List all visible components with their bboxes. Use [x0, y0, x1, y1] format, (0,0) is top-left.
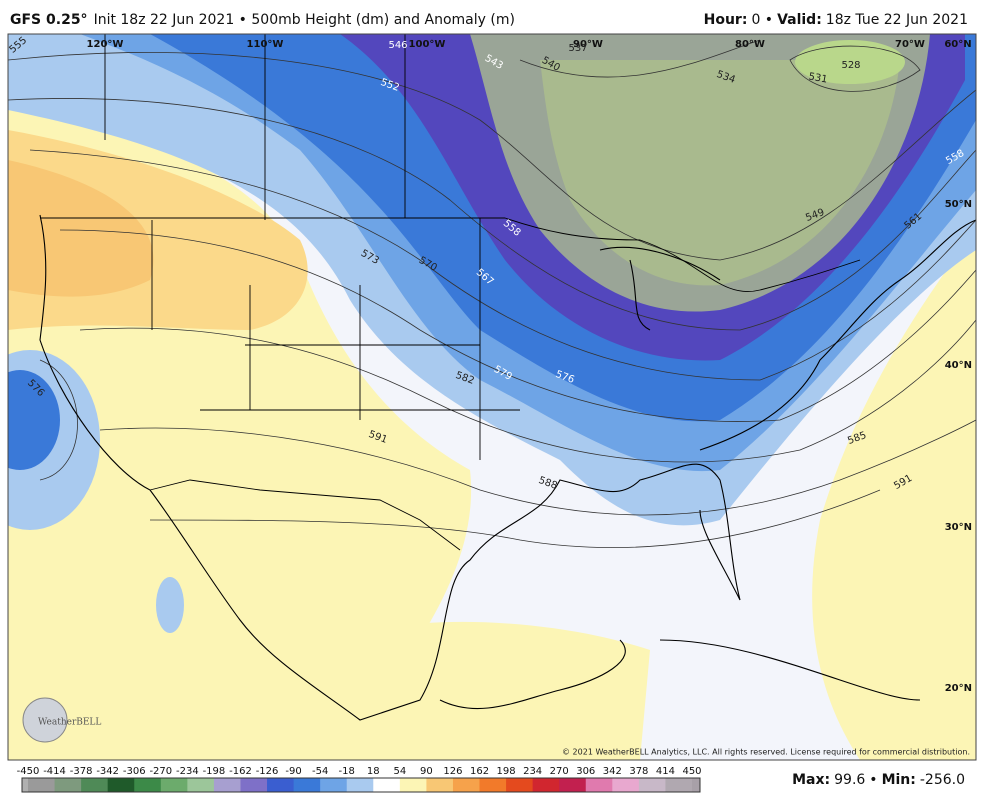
- valid-label: Valid:: [777, 12, 822, 28]
- colorbar-cell: [346, 778, 374, 792]
- colorbar-end: [22, 778, 28, 792]
- coastlines: [39, 214, 976, 721]
- colorbar-tick: -450: [17, 766, 40, 777]
- contour-label: 528: [841, 60, 860, 71]
- colorbar-tick: 306: [576, 766, 595, 777]
- colorbar-cell: [585, 778, 613, 792]
- longitude-label: 60°N: [944, 39, 971, 50]
- colorbar-tick: -234: [176, 766, 199, 777]
- hour: 0 •: [751, 12, 773, 28]
- valid: 18z Tue 22 Jun 2021: [826, 12, 968, 28]
- colorbar-cell: [665, 778, 693, 792]
- colorbar-cell: [240, 778, 268, 792]
- colorbar-tick: 414: [656, 766, 675, 777]
- colorbar-tick: 450: [682, 766, 701, 777]
- contour-label: 531: [808, 71, 829, 85]
- colorbar-tick: -378: [70, 766, 93, 777]
- colorbar-cell: [532, 778, 560, 792]
- colorbar-cell: [267, 778, 295, 792]
- stats: Max: 99.6 • Min: -256.0: [792, 772, 965, 788]
- colorbar-tick: -54: [312, 766, 328, 777]
- colorbar-tick: -198: [203, 766, 226, 777]
- hour-label: Hour:: [704, 12, 748, 28]
- longitude-label: 70°W: [895, 39, 925, 50]
- colorbar-cell: [187, 778, 215, 792]
- colorbar-tick: 198: [497, 766, 516, 777]
- colorbar-cell: [638, 778, 666, 792]
- colorbar-tick: 162: [470, 766, 489, 777]
- map-field: [8, 34, 976, 760]
- colorbar-cell: [426, 778, 454, 792]
- colorbar-cell: [54, 778, 82, 792]
- colorbar-cell: [479, 778, 507, 792]
- longitude-label: 120°W: [87, 39, 124, 50]
- colorbar-tick: 90: [420, 766, 433, 777]
- logo-mark: [22, 697, 68, 743]
- colorbar-tick: 54: [393, 766, 406, 777]
- model: GFS 0.25°: [10, 12, 88, 28]
- colorbar-cell: [452, 778, 481, 792]
- longitude-label: 110°W: [247, 39, 284, 50]
- colorbar-tick: -126: [256, 766, 279, 777]
- max-label: Max:: [792, 772, 830, 788]
- max: 99.6: [834, 772, 865, 788]
- longitude-label: 100°W: [409, 39, 446, 50]
- colorbar-tick: -18: [339, 766, 355, 777]
- header-title: GFS 0.25° Init 18z 22 Jun 2021 • 500mb He…: [10, 12, 515, 28]
- copyright: © 2021 WeatherBELL Analytics, LLC. All r…: [562, 748, 970, 757]
- contour-label: 546: [388, 40, 407, 51]
- longitude-label: 90°W: [573, 39, 603, 50]
- colorbar-frame: [21, 777, 701, 793]
- colorbar-tick: 126: [443, 766, 462, 777]
- colorbar-end: [692, 778, 700, 792]
- colorbar-cell: [399, 778, 427, 792]
- colorbar-cell: [134, 778, 162, 792]
- colorbar-tick: -270: [149, 766, 172, 777]
- logo: WeatherBELL: [38, 718, 101, 728]
- colorbar-tick: 378: [629, 766, 648, 777]
- colorbar-cell: [559, 778, 587, 792]
- sep: •: [869, 772, 877, 788]
- colorbar-tick: 342: [603, 766, 622, 777]
- colorbar-cell: [81, 778, 109, 792]
- colorbar-cell: [107, 778, 135, 792]
- min-label: Min:: [882, 772, 916, 788]
- colorbar-cell: [160, 778, 188, 792]
- colorbar-tick: 270: [550, 766, 569, 777]
- longitude-label: 80°W: [735, 39, 765, 50]
- min: -256.0: [920, 772, 965, 788]
- colorbar-tick: -342: [96, 766, 119, 777]
- header-valid: Hour: 0 • Valid: 18z Tue 22 Jun 2021: [704, 12, 968, 28]
- colorbar-cell: [612, 778, 640, 792]
- colorbar-cell: [373, 778, 401, 792]
- colorbar-tick: -90: [285, 766, 301, 777]
- colorbar-cell: [506, 778, 534, 792]
- latitude-label: 30°N: [945, 522, 972, 533]
- colorbar-tick: 18: [367, 766, 380, 777]
- contours: [8, 39, 976, 549]
- colorbar-cell: [320, 778, 348, 792]
- latitude-label: 50°N: [945, 199, 972, 210]
- contour-label: 537: [568, 43, 587, 54]
- colorbar-cell: [293, 778, 321, 792]
- colorbar-tick: -306: [123, 766, 146, 777]
- latitude-label: 40°N: [945, 360, 972, 371]
- borders: [40, 34, 861, 551]
- colorbar-cell: [28, 778, 56, 792]
- colorbar-tick: -162: [229, 766, 252, 777]
- latitude-label: 20°N: [945, 683, 972, 694]
- colorbar-tick: -414: [43, 766, 66, 777]
- colorbar-tick: 234: [523, 766, 542, 777]
- title: Init 18z 22 Jun 2021 • 500mb Height (dm)…: [94, 12, 515, 28]
- colorbar-cell: [213, 778, 241, 792]
